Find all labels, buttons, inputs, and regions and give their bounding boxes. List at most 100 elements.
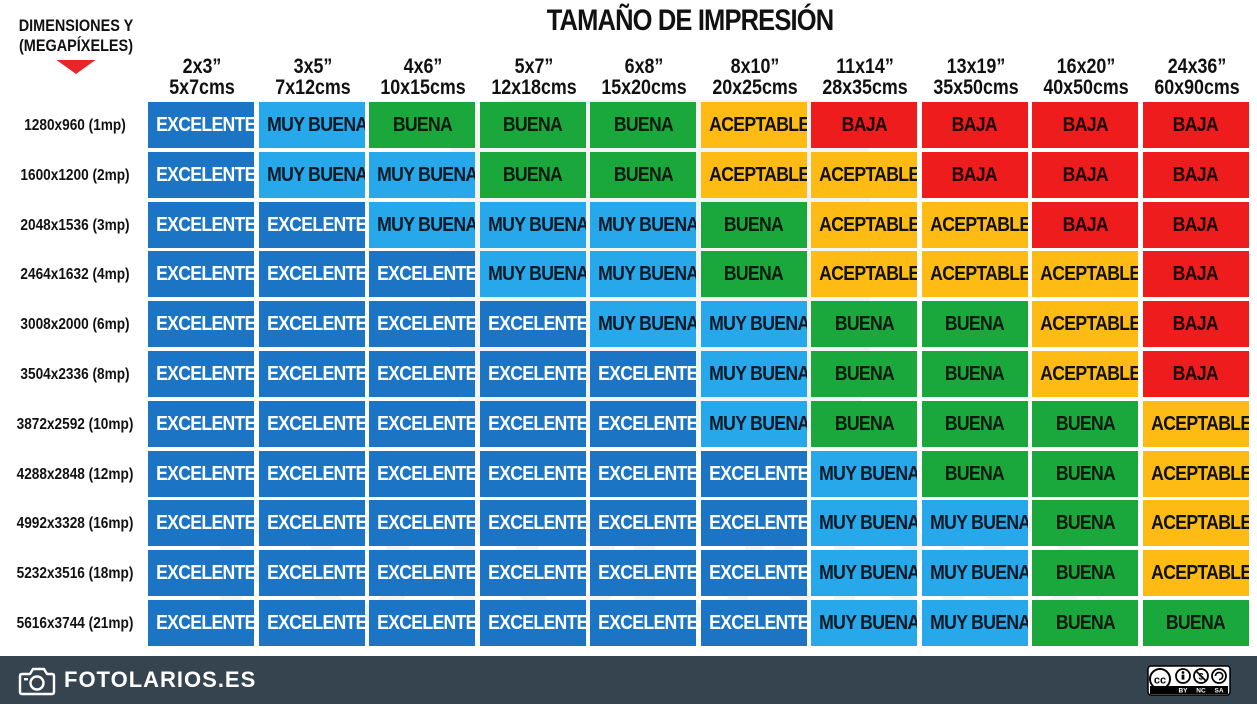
quality-cell: BUENA [590, 102, 696, 148]
quality-cell-label: MUY BUENA [487, 212, 586, 236]
quality-cell: EXCELENTE [700, 500, 807, 547]
quality-cell: EXCELENTE [479, 400, 586, 447]
quality-cell: BAJA [1142, 102, 1249, 148]
quality-cell: EXCELENTE [479, 550, 586, 597]
quality-cell: BUENA [1032, 400, 1138, 447]
column-header-inch: 3x5” [293, 55, 332, 78]
quality-cell-label: EXCELENTE [377, 611, 475, 634]
column-header-cm: 28x35cms [822, 76, 908, 99]
quality-cell-label: MUY BUENA [929, 561, 1028, 585]
column-header-cm: 60x90cms [1153, 76, 1240, 99]
quality-cell: BAJA [1142, 351, 1249, 397]
quality-cell: EXCELENTE [148, 351, 254, 397]
row-label: 1600x1200 (2mp) [20, 166, 130, 184]
quality-cell-label: EXCELENTE [598, 461, 696, 485]
row-label: 2464x1632 (4mp) [20, 266, 130, 284]
quality-cell: BUENA [921, 301, 1028, 348]
column-header-cm: 5x7cms [169, 76, 235, 99]
quality-cell-label: EXCELENTE [266, 411, 365, 435]
quality-cell-label: BAJA [1172, 113, 1219, 136]
quality-cell: MUY BUENA [921, 550, 1028, 597]
quality-cell: MUY BUENA [811, 550, 917, 597]
quality-cell: EXCELENTE [258, 201, 365, 248]
quality-cell-label: ACEPTABLE [819, 162, 917, 186]
quality-cell-label: ACEPTABLE [929, 262, 1028, 286]
quality-cell: EXCELENTE [369, 550, 475, 597]
quality-cell-label: MUY BUENA [819, 561, 917, 585]
column-header-cm: 10x15cms [380, 76, 466, 99]
quality-cell-label: BUENA [1055, 461, 1115, 485]
row-label: 3872x2592 (10mp) [16, 415, 134, 433]
quality-cell-label: ACEPTABLE [1150, 561, 1249, 585]
quality-cell-label: ACEPTABLE [708, 162, 807, 186]
quality-cell-label: BAJA [951, 162, 998, 186]
quality-cell-label: EXCELENTE [598, 611, 696, 634]
column-header-inch: 6x8” [624, 55, 664, 78]
quality-cell: EXCELENTE [700, 550, 807, 597]
quality-cell: EXCELENTE [700, 600, 807, 646]
quality-cell: EXCELENTE [148, 600, 254, 646]
quality-cell-label: EXCELENTE [377, 362, 475, 385]
quality-cell: ACEPTABLE [1142, 550, 1249, 597]
license-label-by: BY [1178, 688, 1188, 695]
quality-cell: ACEPTABLE [1142, 450, 1249, 497]
quality-cell: BAJA [1142, 251, 1249, 298]
quality-cell-label: EXCELENTE [156, 162, 254, 186]
quality-cell: BAJA [921, 151, 1028, 198]
quality-cell: EXCELENTE [479, 351, 586, 397]
quality-cell: EXCELENTE [369, 400, 475, 447]
quality-cell: ACEPTABLE [700, 102, 807, 148]
row-label: 5616x3744 (21mp) [16, 615, 134, 632]
quality-cell-label: EXCELENTE [377, 511, 475, 535]
quality-cell-label: EXCELENTE [377, 461, 475, 485]
quality-cell-label: BUENA [502, 113, 563, 136]
quality-cell-label: ACEPTABLE [1150, 511, 1249, 535]
row-label: 4992x3328 (16mp) [16, 515, 134, 533]
quality-cell: MUY BUENA [811, 450, 917, 497]
quality-cell: EXCELENTE [590, 351, 696, 397]
quality-cell: EXCELENTE [258, 600, 365, 646]
quality-cell-label: EXCELENTE [708, 561, 807, 585]
quality-cell-label: EXCELENTE [487, 561, 586, 585]
quality-cell: BAJA [1142, 301, 1249, 348]
quality-cell: ACEPTABLE [811, 201, 917, 248]
quality-cell-label: EXCELENTE [487, 312, 586, 336]
quality-cell: EXCELENTE [590, 450, 696, 497]
quality-cell: BUENA [1032, 450, 1138, 497]
quality-cell: EXCELENTE [590, 500, 696, 547]
quality-cell: BUENA [479, 151, 586, 198]
quality-cell-label: EXCELENTE [487, 611, 586, 634]
quality-cell-label: EXCELENTE [487, 461, 586, 485]
quality-cell-label: EXCELENTE [598, 561, 696, 585]
quality-cell: EXCELENTE [148, 301, 254, 348]
column-header-inch: 8x10” [730, 55, 779, 78]
column-header: 16x20” 40x50cms [1032, 56, 1140, 98]
quality-cell-label: BUENA [944, 461, 1005, 485]
quality-cell-label: BUENA [1055, 511, 1115, 535]
quality-cell: MUY BUENA [921, 600, 1028, 646]
column-header: 2x3” 5x7cms [148, 56, 256, 98]
quality-cell-label: MUY BUENA [377, 162, 475, 186]
quality-cell: BUENA [700, 201, 807, 248]
camera-logo-icon [18, 667, 56, 696]
quality-cell: BUENA [921, 400, 1028, 447]
quality-cell-label: EXCELENTE [156, 212, 254, 236]
column-header-cm: 35x50cms [932, 76, 1019, 99]
quality-cell-label: MUY BUENA [708, 312, 807, 336]
quality-cell: EXCELENTE [258, 400, 365, 447]
column-header-cm: 20x25cms [711, 76, 798, 99]
quality-cell-label: EXCELENTE [156, 312, 254, 336]
quality-cell: MUY BUENA [700, 301, 807, 348]
quality-cell: ACEPTABLE [1142, 500, 1249, 547]
quality-cell-label: ACEPTABLE [1040, 312, 1138, 336]
quality-cell-label: EXCELENTE [156, 511, 254, 535]
quality-cell: ACEPTABLE [811, 151, 917, 198]
column-header: 3x5” 7x12cms [259, 56, 367, 98]
quality-cell: EXCELENTE [369, 500, 475, 547]
quality-cell-label: MUY BUENA [377, 212, 475, 236]
quality-cell: EXCELENTE [148, 201, 254, 248]
quality-cell: BUENA [811, 400, 917, 447]
quality-cell: EXCELENTE [148, 450, 254, 497]
quality-cell: MUY BUENA [811, 500, 917, 547]
quality-cell-label: ACEPTABLE [1150, 461, 1249, 485]
